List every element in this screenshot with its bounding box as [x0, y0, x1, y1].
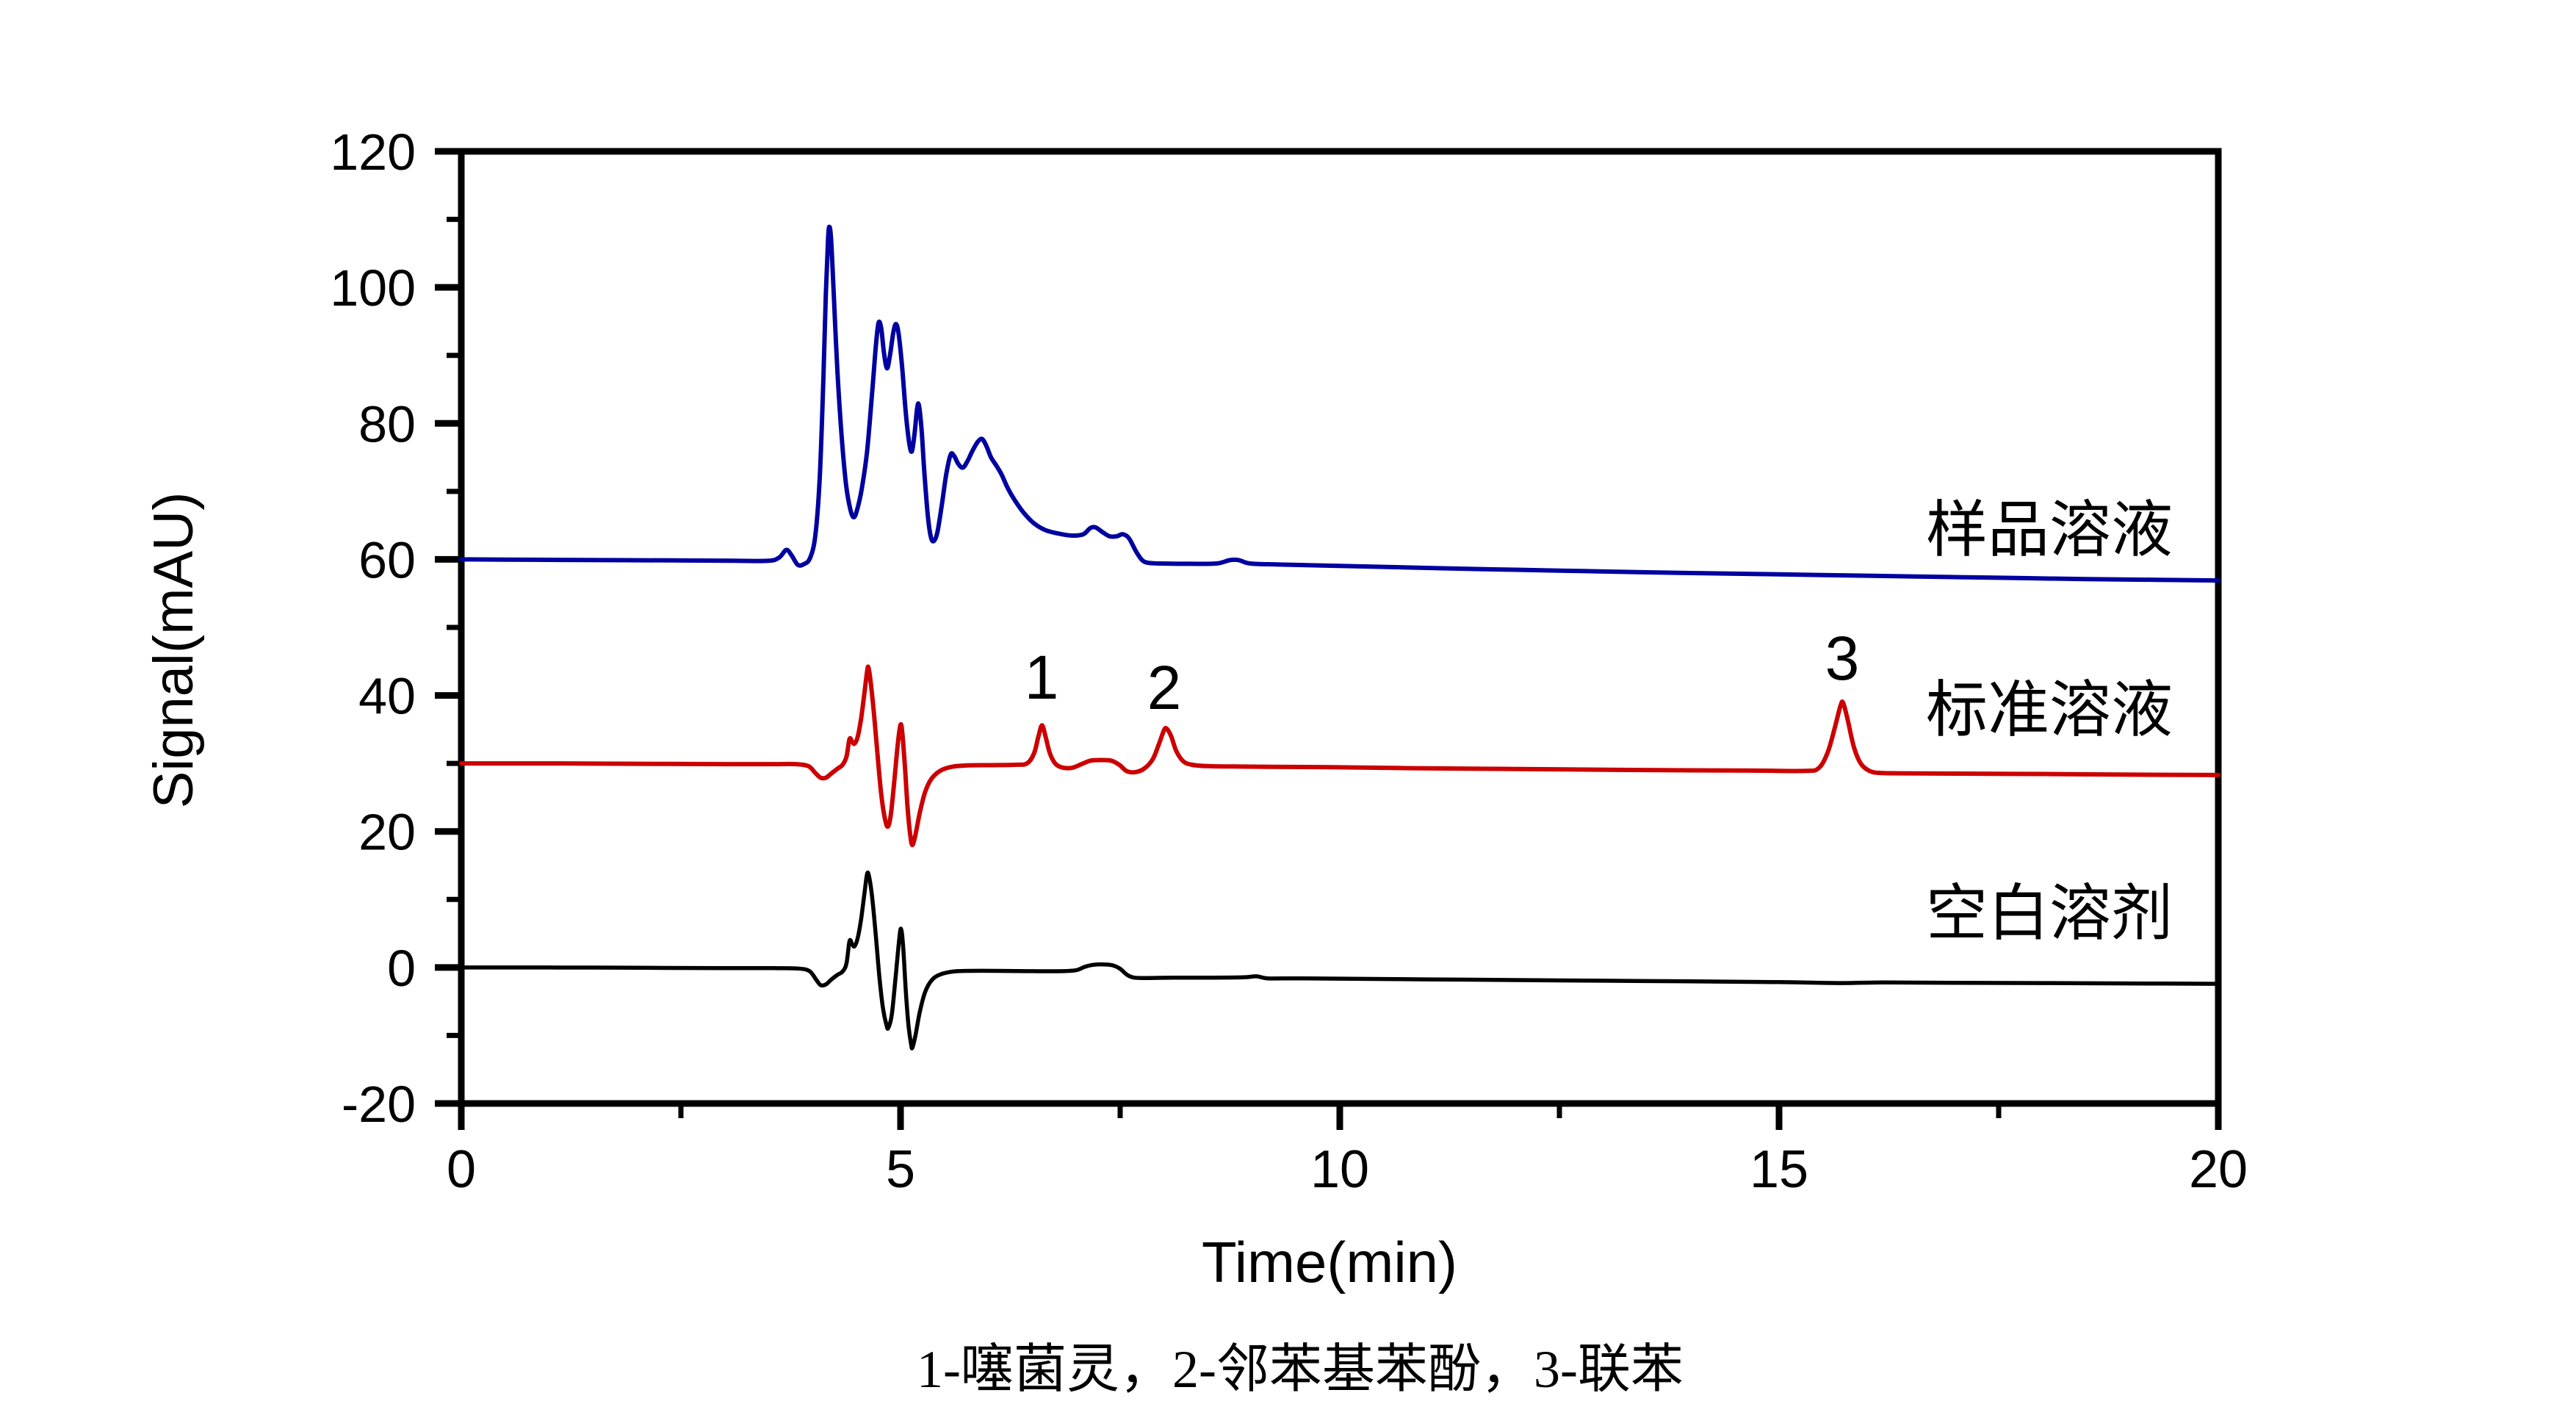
x-axis-ticks	[458, 1103, 2222, 1130]
y-axis-tick-labels: 120 100 80 60 40 20 0 -20	[330, 123, 416, 1133]
peak-2-label: 2	[1147, 653, 1182, 722]
x-tick-label: 5	[886, 1140, 915, 1199]
trace-label-standard-solution: 标准溶液	[1926, 677, 2173, 745]
x-axis-tick-labels: 0 5 10 15 20	[447, 1140, 2248, 1199]
trace-blank-solvent	[459, 870, 2220, 1051]
figure-caption: 1-噻菌灵，2-邻苯基苯酚，3-联苯	[917, 1340, 1684, 1399]
y-tick-label: 80	[358, 395, 416, 453]
x-tick-label: 10	[1310, 1140, 1369, 1199]
y-axis-ticks	[435, 148, 461, 1107]
y-tick-label: 100	[330, 259, 416, 317]
peak-3-label: 3	[1825, 624, 1860, 693]
trace-label-sample-solution: 样品溶液	[1926, 497, 2173, 565]
trace-standard-solution	[459, 664, 2220, 848]
y-tick-label: -20	[342, 1076, 416, 1133]
x-axis-title: Time(min)	[1202, 1230, 1457, 1294]
peak-1-label: 1	[1025, 643, 1059, 712]
x-tick-label: 15	[1750, 1140, 1808, 1199]
plot-frame	[458, 148, 2222, 1107]
x-tick-label: 0	[447, 1140, 476, 1199]
trace-label-blank-solvent: 空白溶剂	[1926, 880, 2173, 948]
y-axis-title: Signal(mAU)	[142, 492, 205, 809]
y-tick-label: 20	[358, 804, 416, 861]
y-tick-label: 40	[358, 668, 416, 725]
y-tick-label: 120	[330, 123, 416, 181]
y-tick-label: 0	[387, 940, 416, 997]
y-tick-label: 60	[358, 531, 416, 588]
x-tick-label: 20	[2189, 1140, 2248, 1199]
trace-sample-solution	[459, 224, 2220, 583]
